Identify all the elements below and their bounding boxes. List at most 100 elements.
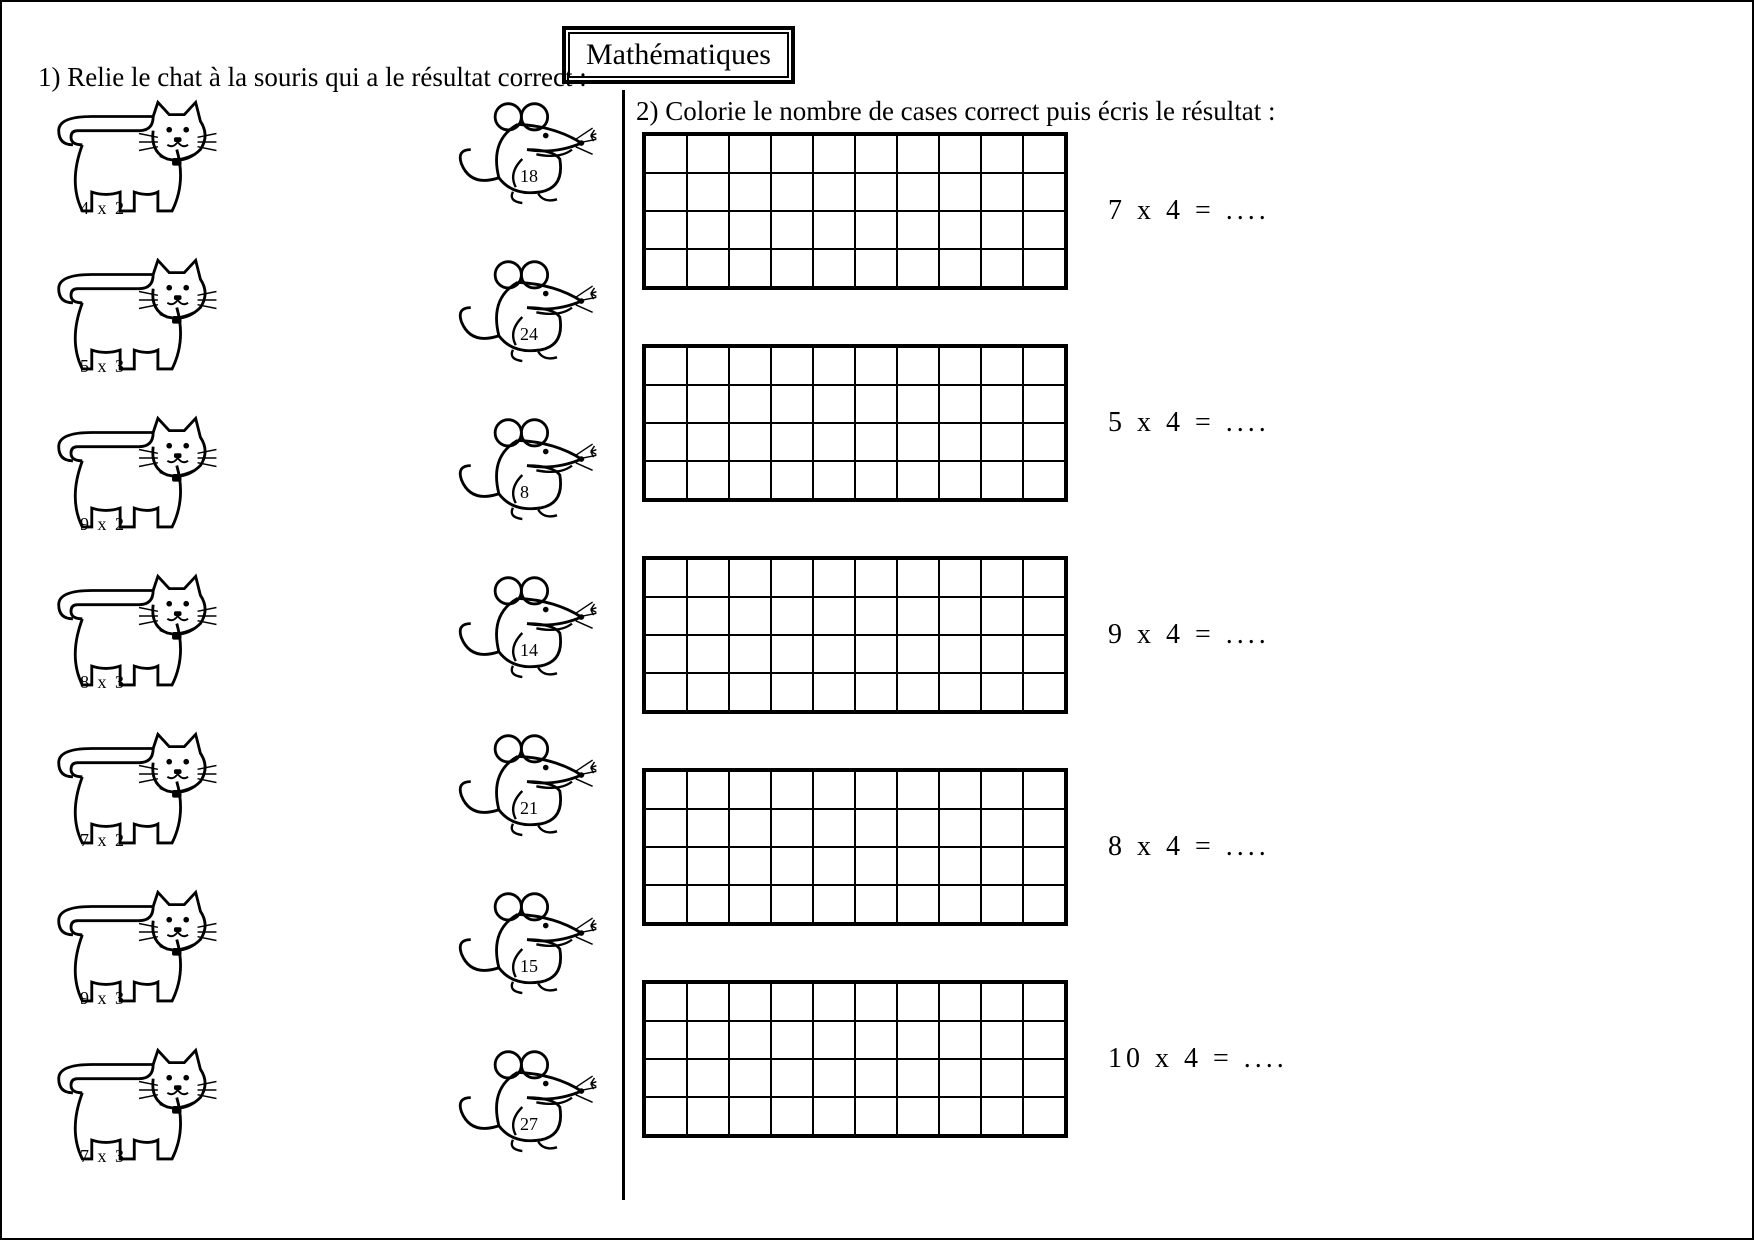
grid-cell[interactable] <box>855 847 897 885</box>
grid-cell[interactable] <box>1023 885 1065 923</box>
grid-cell[interactable] <box>687 423 729 461</box>
grid-cell[interactable] <box>813 1059 855 1097</box>
grid-cell[interactable] <box>939 559 981 597</box>
grid-cell[interactable] <box>1023 597 1065 635</box>
grid-cell[interactable] <box>645 461 687 499</box>
grid-cell[interactable] <box>855 173 897 211</box>
grid-cell[interactable] <box>939 135 981 173</box>
grid-cell[interactable] <box>1023 1097 1065 1135</box>
grid-cell[interactable] <box>939 1021 981 1059</box>
grid-cell[interactable] <box>981 249 1023 287</box>
grid-cell[interactable] <box>939 347 981 385</box>
grid-cell[interactable] <box>981 635 1023 673</box>
grid-cell[interactable] <box>981 771 1023 809</box>
grid-cell[interactable] <box>855 385 897 423</box>
grid-cell[interactable] <box>687 673 729 711</box>
grid-cell[interactable] <box>771 1059 813 1097</box>
grid-cell[interactable] <box>687 597 729 635</box>
grid-cell[interactable] <box>981 385 1023 423</box>
grid-cell[interactable] <box>687 983 729 1021</box>
grid-cell[interactable] <box>897 249 939 287</box>
grid-cell[interactable] <box>645 885 687 923</box>
grid-cell[interactable] <box>813 1097 855 1135</box>
grid-cell[interactable] <box>645 1021 687 1059</box>
grid-cell[interactable] <box>855 771 897 809</box>
grid-cell[interactable] <box>897 347 939 385</box>
grid-cell[interactable] <box>645 847 687 885</box>
grid-cell[interactable] <box>981 885 1023 923</box>
grid-cell[interactable] <box>981 1097 1023 1135</box>
grid-cell[interactable] <box>1023 635 1065 673</box>
grid-cell[interactable] <box>939 1059 981 1097</box>
grid-cell[interactable] <box>687 211 729 249</box>
grid-cell[interactable] <box>1023 135 1065 173</box>
grid-cell[interactable] <box>813 847 855 885</box>
grid-cell[interactable] <box>771 1097 813 1135</box>
grid-cell[interactable] <box>771 347 813 385</box>
grid-cell[interactable] <box>771 597 813 635</box>
grid-cell[interactable] <box>813 673 855 711</box>
grid-cell[interactable] <box>729 173 771 211</box>
grid-cell[interactable] <box>939 211 981 249</box>
grid-cell[interactable] <box>1023 847 1065 885</box>
grid-cell[interactable] <box>729 461 771 499</box>
grid-cell[interactable] <box>855 983 897 1021</box>
grid-cell[interactable] <box>729 1021 771 1059</box>
grid-cell[interactable] <box>687 1021 729 1059</box>
grid-cell[interactable] <box>939 249 981 287</box>
grid-cell[interactable] <box>897 211 939 249</box>
grid-cell[interactable] <box>855 559 897 597</box>
grid-cell[interactable] <box>771 1021 813 1059</box>
grid-cell[interactable] <box>939 885 981 923</box>
grid-cell[interactable] <box>981 673 1023 711</box>
grid-cell[interactable] <box>855 423 897 461</box>
grid-cell[interactable] <box>1023 1021 1065 1059</box>
grid-cell[interactable] <box>771 559 813 597</box>
grid-cell[interactable] <box>981 847 1023 885</box>
grid-cell[interactable] <box>645 347 687 385</box>
grid-cell[interactable] <box>981 1059 1023 1097</box>
grid-cell[interactable] <box>687 771 729 809</box>
grid-cell[interactable] <box>645 673 687 711</box>
grid-cell[interactable] <box>1023 809 1065 847</box>
grid-cell[interactable] <box>855 1097 897 1135</box>
grid-cell[interactable] <box>855 673 897 711</box>
grid-cell[interactable] <box>855 809 897 847</box>
grid-cell[interactable] <box>855 211 897 249</box>
grid-cell[interactable] <box>813 771 855 809</box>
grid-cell[interactable] <box>687 635 729 673</box>
grid-cell[interactable] <box>729 597 771 635</box>
grid-cell[interactable] <box>645 597 687 635</box>
grid-cell[interactable] <box>687 1059 729 1097</box>
grid-cell[interactable] <box>687 135 729 173</box>
grid-cell[interactable] <box>855 597 897 635</box>
grid-cell[interactable] <box>813 983 855 1021</box>
grid-cell[interactable] <box>771 847 813 885</box>
grid-cell[interactable] <box>813 211 855 249</box>
grid-cell[interactable] <box>1023 559 1065 597</box>
grid-cell[interactable] <box>771 423 813 461</box>
grid-cell[interactable] <box>897 559 939 597</box>
grid-cell[interactable] <box>771 635 813 673</box>
grid-cell[interactable] <box>813 461 855 499</box>
grid-cell[interactable] <box>897 461 939 499</box>
grid-cell[interactable] <box>981 135 1023 173</box>
grid-cell[interactable] <box>939 385 981 423</box>
grid-cell[interactable] <box>645 135 687 173</box>
grid-cell[interactable] <box>645 559 687 597</box>
grid-cell[interactable] <box>981 423 1023 461</box>
grid-cell[interactable] <box>771 173 813 211</box>
grid-cell[interactable] <box>1023 385 1065 423</box>
grid-cell[interactable] <box>897 673 939 711</box>
grid-cell[interactable] <box>813 597 855 635</box>
grid-cell[interactable] <box>939 173 981 211</box>
grid-cell[interactable] <box>981 597 1023 635</box>
grid-cell[interactable] <box>771 809 813 847</box>
grid-cell[interactable] <box>981 461 1023 499</box>
grid-cell[interactable] <box>813 1021 855 1059</box>
grid-cell[interactable] <box>897 983 939 1021</box>
grid-cell[interactable] <box>687 385 729 423</box>
grid-cell[interactable] <box>897 135 939 173</box>
grid-cell[interactable] <box>729 135 771 173</box>
grid-cell[interactable] <box>897 597 939 635</box>
